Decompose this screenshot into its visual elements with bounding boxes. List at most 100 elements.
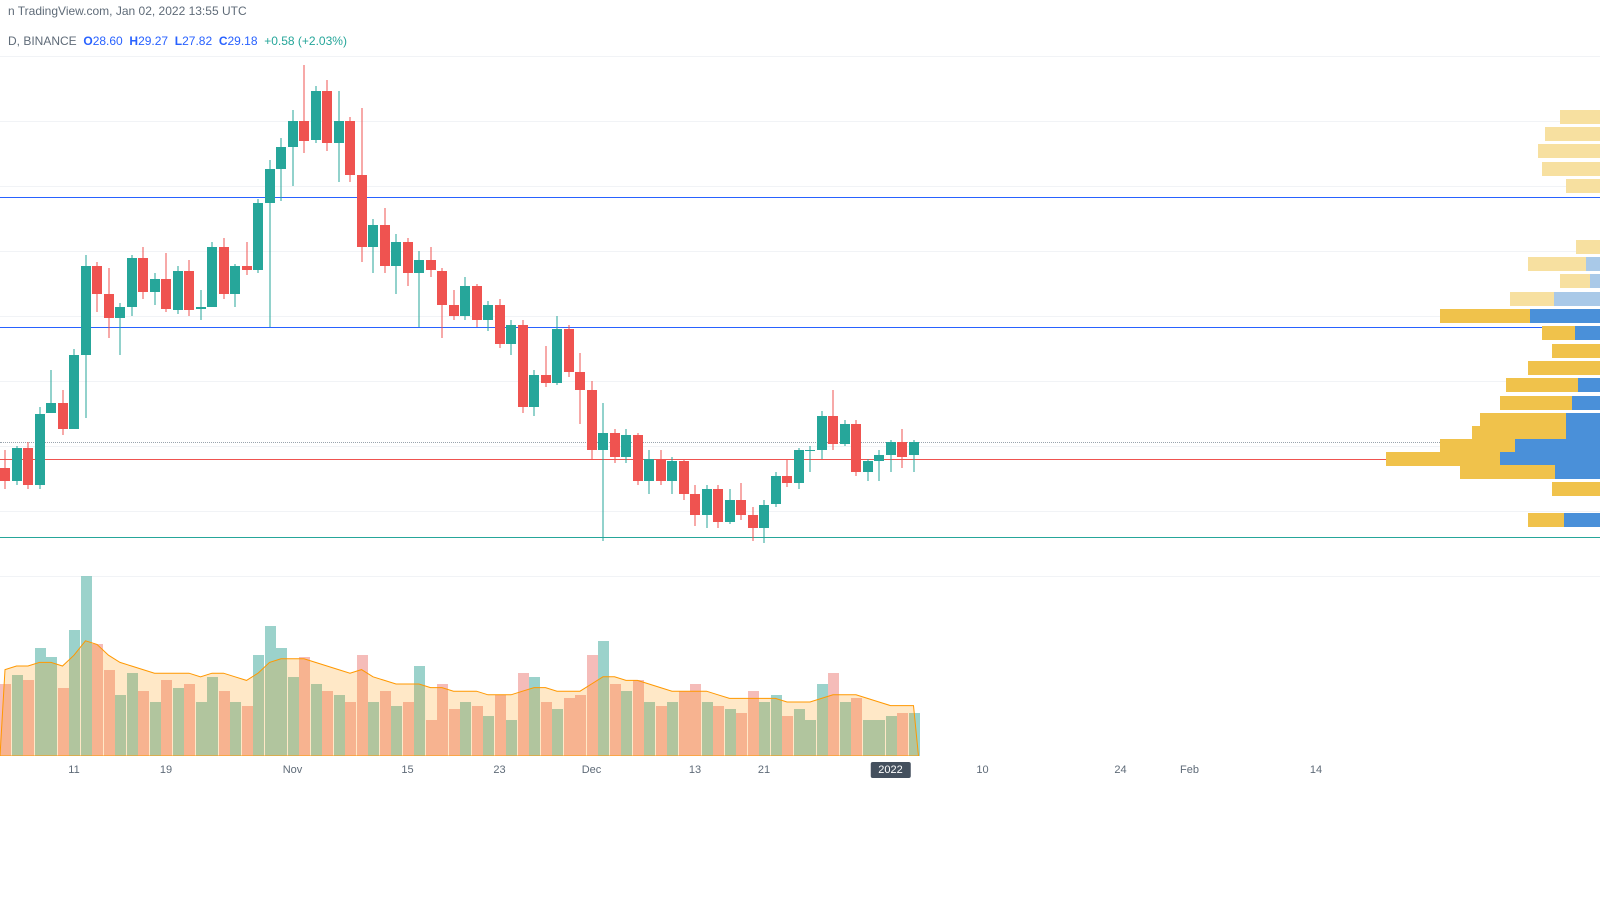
volume-bar bbox=[874, 720, 885, 756]
volume-bar bbox=[173, 688, 184, 756]
volume-profile-bar bbox=[1564, 513, 1600, 527]
volume-profile-bar bbox=[1566, 179, 1600, 193]
header-source: n TradingView.com, Jan 02, 2022 13:55 UT… bbox=[0, 0, 255, 22]
volume-bar bbox=[575, 695, 586, 756]
volume-bar bbox=[184, 684, 195, 756]
xaxis-tick: Dec bbox=[582, 764, 602, 776]
price-chart[interactable] bbox=[0, 56, 1600, 756]
volume-bar bbox=[897, 713, 908, 756]
volume-profile-bar bbox=[1566, 413, 1600, 427]
volume-bar bbox=[690, 684, 701, 756]
volume-bar bbox=[115, 695, 126, 756]
volume-bar bbox=[265, 626, 276, 756]
xaxis-tick: 23 bbox=[493, 764, 505, 776]
volume-bar bbox=[782, 716, 793, 756]
volume-profile-bar bbox=[1576, 240, 1600, 254]
volume-bar bbox=[242, 706, 253, 756]
volume-bar bbox=[81, 576, 92, 756]
volume-bar bbox=[656, 706, 667, 756]
hline[interactable] bbox=[0, 327, 1600, 328]
volume-profile-bar bbox=[1586, 257, 1600, 271]
volume-bar bbox=[253, 655, 264, 756]
hline[interactable] bbox=[0, 537, 1600, 538]
volume-bar bbox=[817, 684, 828, 756]
volume-bar bbox=[483, 716, 494, 756]
xaxis-tick: 15 bbox=[401, 764, 413, 776]
volume-bar bbox=[92, 644, 103, 756]
volume-bar bbox=[299, 657, 310, 756]
hline[interactable] bbox=[0, 442, 1600, 443]
volume-bar bbox=[621, 691, 632, 756]
volume-bar bbox=[541, 702, 552, 756]
volume-profile-bar bbox=[1554, 292, 1600, 306]
volume-bar bbox=[610, 684, 621, 756]
volume-bar bbox=[311, 684, 322, 756]
xaxis-tick: 10 bbox=[976, 764, 988, 776]
volume-bar bbox=[46, 657, 57, 756]
volume-bar bbox=[449, 709, 460, 756]
volume-profile-bar bbox=[1552, 482, 1600, 496]
volume-profile-bar bbox=[1528, 361, 1600, 375]
volume-bar bbox=[644, 702, 655, 756]
volume-profile-bar bbox=[1500, 452, 1600, 466]
volume-bar bbox=[403, 702, 414, 756]
volume-bar bbox=[334, 695, 345, 756]
volume-bar bbox=[207, 677, 218, 756]
volume-bar bbox=[322, 691, 333, 756]
volume-bar bbox=[35, 648, 46, 756]
volume-profile-bar bbox=[1542, 162, 1600, 176]
volume-bar bbox=[58, 688, 69, 756]
volume-bar bbox=[759, 702, 770, 756]
volume-profile-bar bbox=[1515, 439, 1600, 453]
volume-bar bbox=[828, 673, 839, 756]
volume-bar bbox=[161, 680, 172, 756]
volume-bar bbox=[219, 691, 230, 756]
volume-profile-bar bbox=[1530, 309, 1600, 323]
volume-profile-bar bbox=[1555, 465, 1600, 479]
volume-bar bbox=[909, 713, 920, 756]
volume-bar bbox=[426, 720, 437, 756]
volume-bar bbox=[713, 706, 724, 756]
volume-bar bbox=[357, 655, 368, 756]
volume-bar bbox=[851, 698, 862, 756]
volume-bar bbox=[633, 680, 644, 756]
hline[interactable] bbox=[0, 197, 1600, 198]
volume-bar bbox=[230, 702, 241, 756]
volume-bar bbox=[805, 720, 816, 756]
volume-profile-bar bbox=[1538, 144, 1600, 158]
xaxis-tick: 11 bbox=[68, 764, 79, 776]
volume-bar bbox=[771, 695, 782, 756]
volume-profile-bar bbox=[1545, 127, 1600, 141]
volume-bar bbox=[506, 720, 517, 756]
volume-bar bbox=[495, 695, 506, 756]
volume-bar bbox=[564, 698, 575, 756]
xaxis-marker: 2022 bbox=[870, 762, 910, 778]
volume-profile-bar bbox=[1590, 274, 1600, 288]
time-axis: 1119Nov1523Dec13211024Feb142022 bbox=[0, 760, 1600, 782]
volume-bar bbox=[587, 655, 598, 756]
xaxis-tick: 21 bbox=[758, 764, 770, 776]
volume-bar bbox=[529, 677, 540, 756]
volume-bar bbox=[667, 702, 678, 756]
volume-bar bbox=[23, 680, 34, 756]
xaxis-tick: 14 bbox=[1310, 764, 1322, 776]
volume-bar bbox=[840, 702, 851, 756]
volume-bar bbox=[736, 713, 747, 756]
volume-bar bbox=[368, 702, 379, 756]
xaxis-tick: Feb bbox=[1180, 764, 1199, 776]
volume-bar bbox=[598, 641, 609, 756]
volume-bar bbox=[380, 691, 391, 756]
volume-bar bbox=[0, 684, 11, 756]
volume-profile-bar bbox=[1575, 326, 1600, 340]
xaxis-tick: Nov bbox=[283, 764, 303, 776]
volume-bar bbox=[104, 670, 115, 756]
volume-bar bbox=[150, 702, 161, 756]
volume-bar bbox=[886, 716, 897, 756]
volume-bar bbox=[702, 702, 713, 756]
volume-profile-bar bbox=[1578, 378, 1600, 392]
volume-bar bbox=[196, 702, 207, 756]
volume-bar bbox=[12, 675, 23, 756]
volume-bar bbox=[345, 702, 356, 756]
volume-bar bbox=[679, 691, 690, 756]
xaxis-tick: 19 bbox=[160, 764, 172, 776]
